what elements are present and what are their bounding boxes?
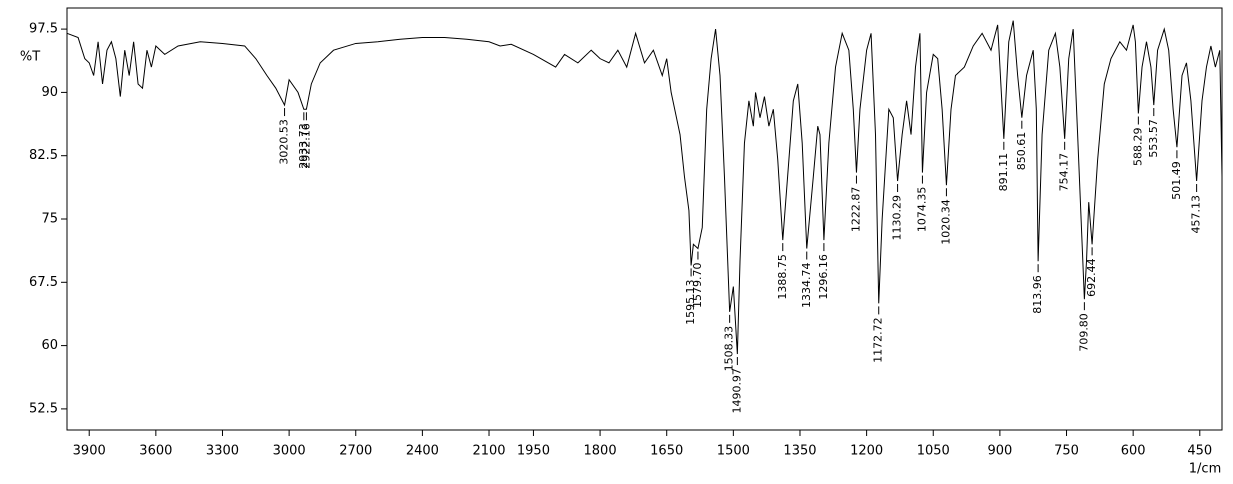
y-tick-label: 67.5 bbox=[29, 275, 58, 290]
y-tick-label: 60 bbox=[41, 338, 58, 353]
peak-label: 1222.87 bbox=[849, 187, 862, 233]
peak-label: 1334.74 bbox=[800, 263, 813, 309]
peak-label: 2922.16 bbox=[299, 123, 312, 169]
peak-label: 1130.29 bbox=[891, 195, 904, 241]
x-tick-label: 750 bbox=[1054, 444, 1079, 459]
peak-label: 1074.35 bbox=[915, 187, 928, 233]
peak-label: 457.13 bbox=[1190, 195, 1203, 234]
peak-label: 553.57 bbox=[1147, 119, 1160, 158]
x-tick-label: 1500 bbox=[717, 444, 750, 459]
peak-label: 1388.75 bbox=[776, 254, 789, 300]
x-axis-label: 1/cm bbox=[1189, 462, 1221, 477]
y-tick-label: 82.5 bbox=[29, 148, 58, 163]
peak-label: 1490.97 bbox=[730, 368, 743, 414]
x-tick-label: 3300 bbox=[206, 444, 239, 459]
peak-label: 588.29 bbox=[1131, 128, 1144, 167]
peak-label: 1508.33 bbox=[723, 326, 736, 372]
y-tick-label: 52.5 bbox=[29, 401, 58, 416]
peak-label: 501.49 bbox=[1170, 161, 1183, 200]
x-tick-label: 600 bbox=[1121, 444, 1146, 459]
x-tick-label: 3900 bbox=[73, 444, 106, 459]
x-tick-label: 2400 bbox=[406, 444, 439, 459]
spectrum-line bbox=[67, 21, 1222, 354]
peak-label: 692.44 bbox=[1085, 258, 1098, 297]
peak-label: 1172.72 bbox=[872, 317, 885, 363]
peak-label: 3020.53 bbox=[278, 119, 291, 165]
plot-frame bbox=[67, 8, 1222, 430]
y-tick-label: 97.5 bbox=[29, 22, 58, 37]
peak-label: 709.80 bbox=[1077, 313, 1090, 352]
x-tick-label: 3600 bbox=[139, 444, 172, 459]
x-tick-label: 2700 bbox=[339, 444, 372, 459]
peak-label: 754.17 bbox=[1058, 153, 1071, 192]
peak-label: 1020.34 bbox=[939, 199, 952, 245]
chart: %T 1/cm 52.5 60 67.5 75 82.5 90 97.5 3900 3600 33… bbox=[0, 0, 1233, 484]
x-tick-label: 1350 bbox=[783, 444, 816, 459]
peak-label: 850.61 bbox=[1015, 132, 1028, 171]
peak-label: 813.96 bbox=[1031, 275, 1044, 314]
x-tick-label: 1650 bbox=[650, 444, 683, 459]
x-tick-label: 900 bbox=[987, 444, 1012, 459]
x-tick-label: 1950 bbox=[517, 444, 550, 459]
peak-label: 891.11 bbox=[997, 153, 1010, 192]
peak-label: 1579.70 bbox=[691, 263, 704, 309]
y-axis-label: %T bbox=[20, 50, 40, 65]
x-tick-label: 450 bbox=[1187, 444, 1212, 459]
x-tick-label: 3000 bbox=[273, 444, 306, 459]
x-tick-label: 2100 bbox=[472, 444, 505, 459]
x-tick-label: 1800 bbox=[584, 444, 617, 459]
x-tick-label: 1200 bbox=[850, 444, 883, 459]
y-tick-label: 90 bbox=[41, 85, 58, 100]
x-tick-label: 1050 bbox=[917, 444, 950, 459]
y-tick-label: 75 bbox=[41, 212, 58, 227]
peak-label: 1296.16 bbox=[817, 254, 830, 300]
page: {"chart_data": { "type": "line", "ylabel… bbox=[0, 0, 1233, 484]
